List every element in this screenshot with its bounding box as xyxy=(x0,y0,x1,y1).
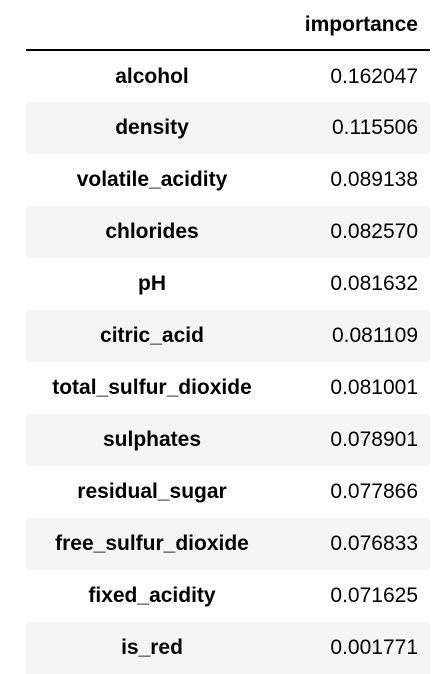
column-header-importance: importance xyxy=(278,0,430,51)
table-row: density 0.115506 xyxy=(26,102,430,154)
table-header: importance xyxy=(26,0,430,51)
row-label: volatile_acidity xyxy=(76,168,228,191)
table-row: alcohol 0.162047 xyxy=(26,50,430,102)
table-row: pH 0.081632 xyxy=(26,258,430,310)
table-body: alcohol 0.162047 density 0.115506 volatile_a… xyxy=(26,50,430,674)
header-row: importance xyxy=(26,0,430,51)
importance-value: 0.082570 xyxy=(330,220,418,243)
table-row: residual_sugar 0.077866 xyxy=(26,466,430,518)
row-label: density xyxy=(115,116,189,139)
importance-value: 0.081001 xyxy=(330,376,418,399)
table-row: fixed_acidity 0.071625 xyxy=(26,570,430,622)
row-label: alcohol xyxy=(115,64,189,88)
table-row: is_red 0.001771 xyxy=(26,622,430,674)
row-label: chlorides xyxy=(105,220,199,243)
row-label: pH xyxy=(138,272,166,295)
importance-value: 0.115506 xyxy=(331,116,418,139)
importance-value: 0.077866 xyxy=(330,480,418,503)
importance-value: 0.081109 xyxy=(331,324,418,347)
importance-value: 0.071625 xyxy=(330,584,418,607)
row-label: free_sulfur_dioxide xyxy=(55,532,249,555)
row-label: is_red xyxy=(121,636,183,659)
table-row: free_sulfur_dioxide 0.076833 xyxy=(26,518,430,570)
table-row: total_sulfur_dioxide 0.081001 xyxy=(26,362,430,414)
table-row: volatile_acidity 0.089138 xyxy=(26,154,430,206)
importance-value: 0.162047 xyxy=(330,64,418,88)
index-header xyxy=(26,0,278,51)
importance-value: 0.001771 xyxy=(330,636,418,659)
table-row: citric_acid 0.081109 xyxy=(26,310,430,362)
table-row: sulphates 0.078901 xyxy=(26,414,430,466)
importance-value: 0.089138 xyxy=(330,168,418,191)
row-label: fixed_acidity xyxy=(88,584,216,607)
row-label: residual_sugar xyxy=(77,480,227,503)
row-label: total_sulfur_dioxide xyxy=(52,376,252,399)
importance-value: 0.076833 xyxy=(330,532,418,555)
table-row: chlorides 0.082570 xyxy=(26,206,430,258)
importance-value: 0.078901 xyxy=(330,428,418,451)
row-label: citric_acid xyxy=(100,324,204,347)
importance-table: importance alcohol 0.162047 density 0.11550… xyxy=(26,0,430,674)
row-label: sulphates xyxy=(102,428,202,451)
importance-value: 0.081632 xyxy=(330,272,418,295)
